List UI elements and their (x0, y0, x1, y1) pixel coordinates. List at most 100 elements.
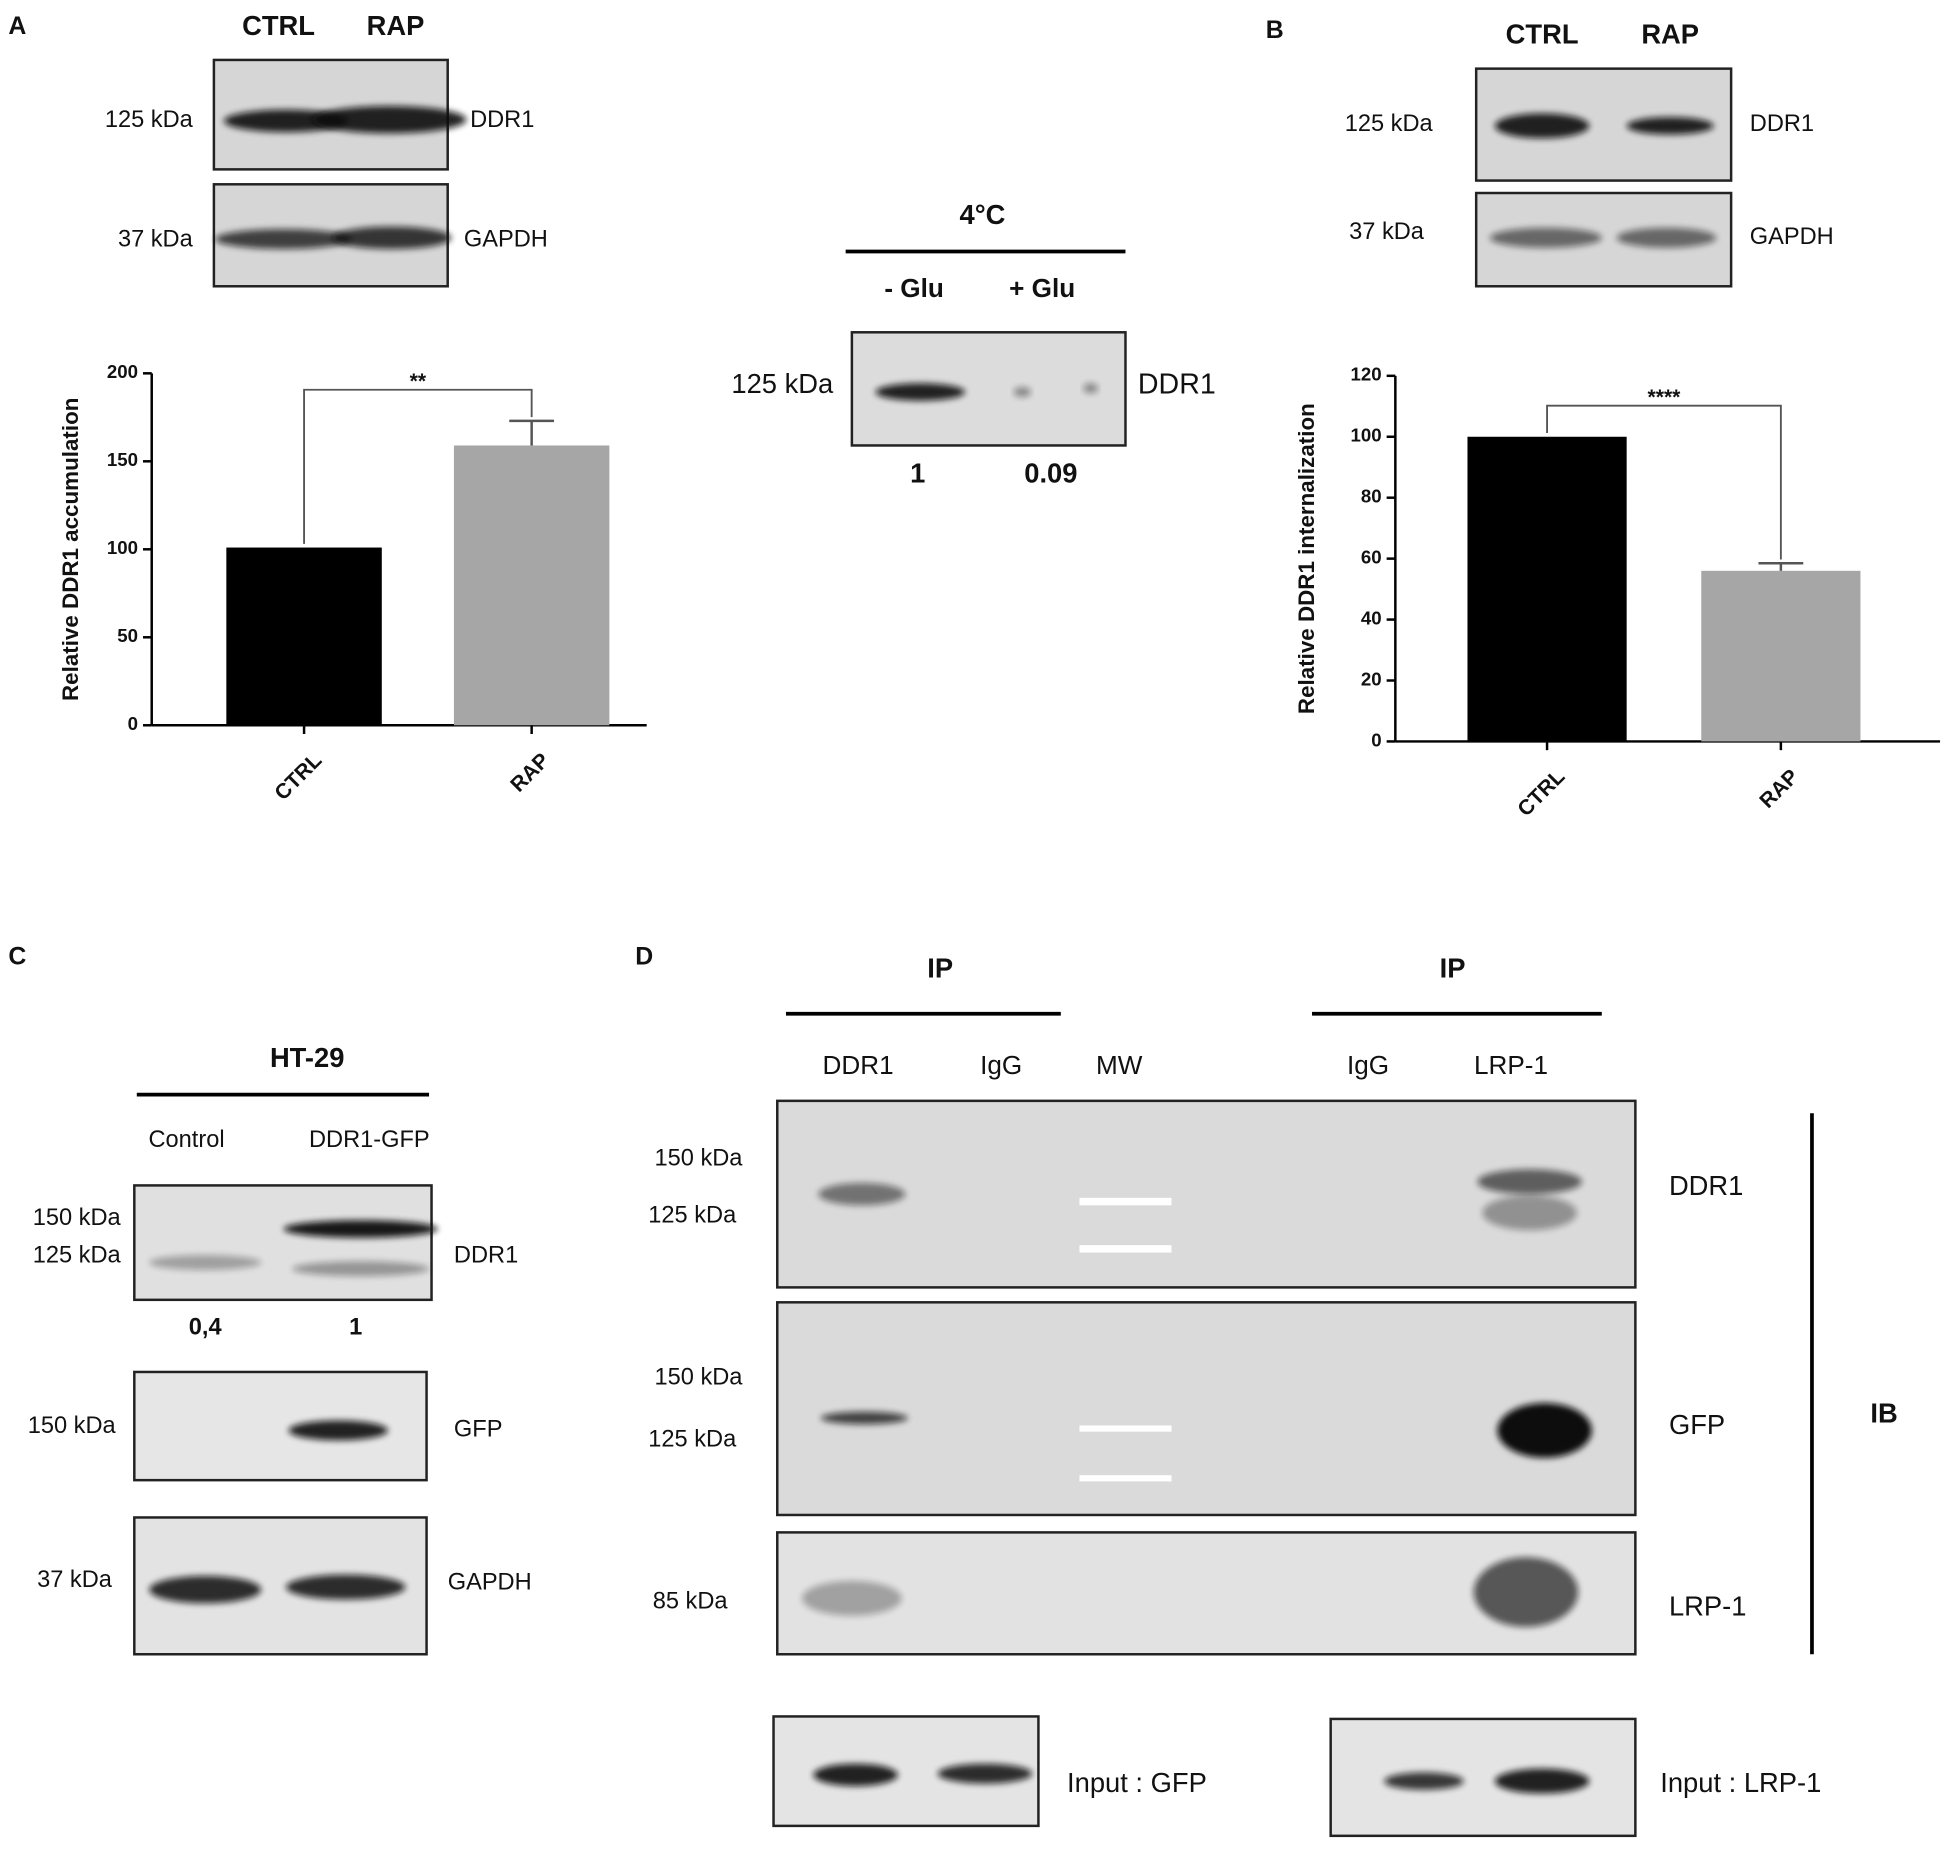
lane-label: DDR1-GFP (309, 1127, 430, 1153)
label: DDR1 (454, 1243, 518, 1269)
band (820, 1411, 908, 1425)
label: 37 kDa (1349, 219, 1425, 245)
y-tick-label: 100 (1351, 425, 1382, 446)
y-tick-label: 100 (107, 537, 138, 558)
y-tick-label: 40 (1361, 607, 1382, 628)
label: IP (1440, 952, 1466, 983)
label: GAPDH (464, 226, 548, 252)
marker-band (1079, 1425, 1172, 1432)
band (286, 1574, 406, 1600)
label: GAPDH (1750, 224, 1834, 250)
blot (1329, 1717, 1637, 1838)
label: 150 kDa (655, 1364, 744, 1390)
y-tick-label: 0 (1371, 729, 1381, 750)
band (283, 1220, 438, 1238)
lane-label: LRP-1 (1474, 1050, 1548, 1080)
y-axis-label: Relative DDR1 accumulation (58, 398, 83, 701)
lane-label: RAP (1641, 19, 1699, 50)
label: GFP (1669, 1409, 1725, 1440)
band (312, 105, 467, 134)
label: 85 kDa (653, 1588, 729, 1614)
marker-band (1079, 1475, 1172, 1482)
blot (776, 1301, 1637, 1517)
label: 0.09 (1024, 458, 1077, 489)
label: DDR1 (470, 107, 534, 133)
band (1626, 117, 1714, 135)
band (1494, 113, 1590, 139)
y-tick-label: 20 (1361, 668, 1382, 689)
band (1497, 1403, 1592, 1458)
significance-bracket (303, 388, 533, 544)
y-tick-label: 50 (117, 625, 138, 646)
band (802, 1580, 902, 1616)
y-tick-label: 150 (107, 449, 138, 470)
marker-band (1079, 1197, 1172, 1206)
band (813, 1763, 898, 1787)
x-tick-label: RAP (1755, 765, 1803, 813)
band (1384, 1772, 1464, 1790)
band (1083, 383, 1099, 394)
label: 37 kDa (37, 1567, 113, 1593)
label: 125 kDa (105, 107, 194, 133)
label: IP (927, 952, 953, 983)
panel-label: A (8, 12, 26, 40)
label: 0,4 (189, 1315, 222, 1341)
label: 150 kDa (28, 1413, 117, 1439)
band (937, 1763, 1033, 1784)
panel-label: B (1266, 16, 1284, 44)
significance: **** (1648, 386, 1682, 409)
label: IB (1870, 1398, 1897, 1429)
lane-label: - Glu (884, 273, 943, 303)
blot (133, 1184, 433, 1302)
label: LRP-1 (1669, 1590, 1747, 1621)
label: DDR1 (1138, 368, 1216, 400)
lane-label: DDR1 (823, 1050, 894, 1080)
label: GAPDH (448, 1570, 532, 1596)
label: 125 kDa (1345, 111, 1434, 137)
label: 150 kDa (655, 1146, 744, 1172)
label: 150 kDa (33, 1205, 122, 1231)
lane-label: IgG (1347, 1050, 1389, 1080)
label: 125 kDa (648, 1427, 737, 1453)
y-tick-label: 80 (1361, 486, 1382, 507)
label: Input : LRP-1 (1660, 1767, 1821, 1798)
label: 125 kDa (648, 1203, 737, 1229)
label: HT-29 (270, 1042, 344, 1073)
label: GFP (454, 1417, 503, 1443)
x-tick-label: RAP (506, 749, 554, 797)
label: 4°C (960, 199, 1006, 230)
band (1477, 1169, 1582, 1195)
panel-label: C (8, 942, 26, 970)
band (332, 226, 452, 249)
y-tick-label: 200 (107, 361, 138, 382)
marker-band (1079, 1245, 1172, 1253)
panel-label: D (635, 942, 653, 970)
blot (776, 1099, 1637, 1289)
band (288, 1420, 389, 1441)
lane-label: RAP (367, 10, 425, 41)
label: 37 kDa (118, 226, 194, 252)
lane-label: + Glu (1009, 273, 1075, 303)
band (1473, 1557, 1579, 1627)
y-axis-label: Relative DDR1 internalization (1294, 403, 1319, 714)
y-tick-label: 60 (1361, 547, 1382, 568)
bar (1467, 436, 1627, 742)
label: 1 (910, 458, 925, 489)
band (1494, 1768, 1590, 1794)
band (292, 1261, 430, 1277)
bar (453, 445, 610, 726)
label: Input : GFP (1067, 1767, 1207, 1798)
y-tick-label: 120 (1351, 364, 1382, 385)
band (1013, 387, 1031, 397)
x-tick-label: CTRL (270, 749, 326, 805)
lane-label: CTRL (1506, 19, 1579, 50)
band (1489, 227, 1602, 248)
label: 125 kDa (33, 1243, 122, 1269)
bar (1701, 570, 1861, 742)
band (149, 1575, 262, 1604)
band (1482, 1195, 1577, 1231)
label: DDR1 (1750, 111, 1814, 137)
lane-label: IgG (980, 1050, 1022, 1080)
